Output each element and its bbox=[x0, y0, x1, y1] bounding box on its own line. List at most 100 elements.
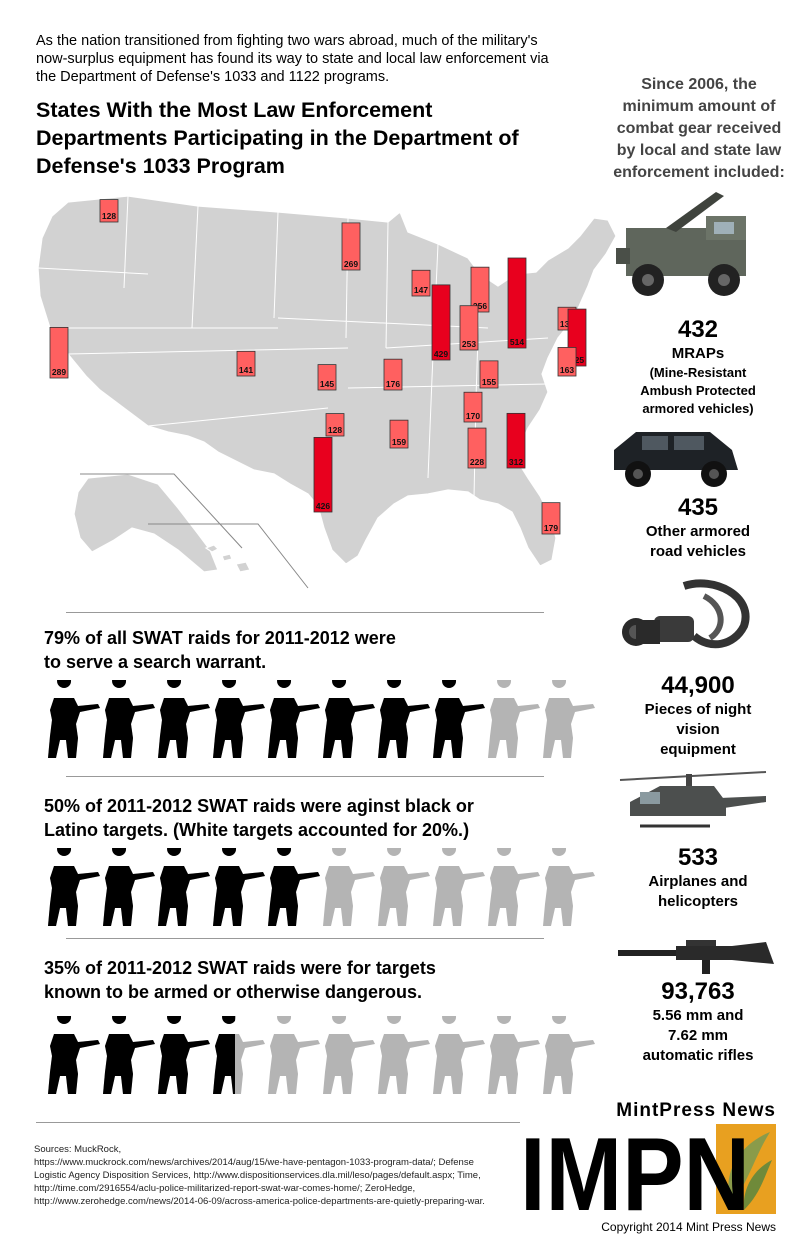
bar-missouri bbox=[383, 358, 403, 391]
bar-tennessee bbox=[463, 391, 483, 423]
bar-label-washington: 128 bbox=[102, 211, 116, 221]
divider bbox=[36, 1122, 520, 1123]
bar-label-florida: 179 bbox=[544, 523, 558, 533]
soldier-icon bbox=[433, 842, 485, 926]
stat-text-minority-targets: 50% of 2011-2012 SWAT raids were aginst … bbox=[44, 796, 474, 840]
soldier-icon bbox=[213, 842, 265, 926]
bar-label-texas: 426 bbox=[316, 501, 330, 511]
inset-lines bbox=[80, 473, 309, 589]
gear-label: Airplanes and helicopters bbox=[648, 873, 748, 910]
bar-colorado bbox=[236, 350, 256, 377]
gear-label: MRAPs bbox=[671, 345, 725, 362]
soldier-icon bbox=[268, 1010, 320, 1094]
gear-number: 93,763 bbox=[661, 978, 735, 1005]
gear-label: 5.56 mm and 7.62 mm automatic rifles bbox=[642, 1007, 754, 1064]
gear-label: Other armored road vehicles bbox=[645, 523, 751, 560]
soldier-icon bbox=[158, 674, 210, 758]
gear-item-mrap: 432 MRAPs (Mine-Resistant Ambush Protect… bbox=[600, 316, 796, 418]
bar-label-oklahoma: 128 bbox=[328, 425, 342, 435]
bar-label-indiana: 253 bbox=[462, 339, 476, 349]
stat-text-search-warrant: 79% of all SWAT raids for 2011-2012 were… bbox=[44, 628, 396, 672]
bar-texas bbox=[313, 437, 333, 513]
soldier-icon bbox=[378, 1010, 430, 1094]
soldier-icon bbox=[103, 1010, 155, 1094]
bar-label-tennessee: 170 bbox=[466, 411, 480, 421]
soldier-icon bbox=[213, 674, 265, 758]
bar-florida bbox=[541, 502, 561, 535]
soldier-icon bbox=[323, 842, 375, 926]
soldier-icon bbox=[378, 842, 430, 926]
gear-detail: (Mine-Resistant Ambush Protected armored… bbox=[640, 365, 756, 416]
gear-item-night-vision: 44,900 Pieces of night vision equipment bbox=[600, 672, 796, 760]
bar-label-kansas: 145 bbox=[320, 379, 334, 389]
soldier-icon bbox=[433, 1010, 485, 1094]
brand-name: MintPress News bbox=[616, 1100, 776, 1121]
soldier-icon bbox=[48, 1010, 100, 1094]
bar-indiana bbox=[459, 305, 479, 351]
bar-kansas bbox=[317, 364, 337, 391]
mintpress-logo: IMPN bbox=[520, 1124, 776, 1214]
soldier-icon bbox=[48, 674, 100, 758]
soldier-icon bbox=[103, 674, 155, 758]
bar-label-illinois: 429 bbox=[434, 349, 448, 359]
bar-label-virginia: 325 bbox=[570, 355, 584, 365]
gear-item-rifles: 93,763 5.56 mm and 7.62 mm automatic rif… bbox=[600, 978, 796, 1066]
bar-label-california: 289 bbox=[52, 367, 66, 377]
mrap-icon bbox=[616, 192, 746, 296]
divider bbox=[66, 776, 544, 777]
soldier-row-minority-targets bbox=[40, 842, 600, 928]
bar-wisconsin bbox=[411, 269, 431, 297]
soldier-icon bbox=[543, 1010, 595, 1094]
bar-label-new-york: 130 bbox=[560, 319, 574, 329]
sources-text: Sources: MuckRock, https://www.muckrock.… bbox=[34, 1144, 485, 1207]
bar-california bbox=[49, 326, 69, 379]
bar-label-georgia: 312 bbox=[509, 457, 523, 467]
gear-item-armored: 435 Other armored road vehicles bbox=[600, 494, 796, 562]
gear-title: Since 2006, the minimum amount of combat… bbox=[613, 76, 785, 181]
soldier-icon bbox=[158, 842, 210, 926]
divider bbox=[66, 938, 544, 939]
stat-text-armed-targets: 35% of 2011-2012 SWAT raids were for tar… bbox=[44, 958, 436, 1002]
gear-number: 533 bbox=[677, 844, 719, 871]
soldier-icon bbox=[323, 1010, 375, 1094]
soldier-icon bbox=[158, 1010, 210, 1094]
divider bbox=[66, 612, 544, 613]
bar-kentucky bbox=[479, 360, 499, 389]
bar-alabama bbox=[467, 427, 487, 469]
bar-georgia bbox=[506, 412, 526, 469]
soldier-icon bbox=[378, 674, 430, 758]
us-map-chart: 128 269 147 256 429 253 514 130 289 141 145 176 155 3… bbox=[37, 195, 617, 589]
bar-washington bbox=[99, 199, 119, 223]
soldier-icon bbox=[213, 1010, 265, 1094]
soldier-icon bbox=[268, 674, 320, 758]
soldier-icon bbox=[543, 674, 595, 758]
bar-minnesota bbox=[341, 222, 361, 271]
helicopter-icon bbox=[619, 771, 767, 828]
copyright-text: Copyright 2014 Mint Press News bbox=[601, 1220, 776, 1234]
map-title: States With the Most Law Enforcement Dep… bbox=[36, 98, 519, 178]
bar-label-minnesota: 269 bbox=[344, 259, 358, 269]
bar-label-alabama: 228 bbox=[470, 457, 484, 467]
bar-label-wisconsin: 147 bbox=[414, 285, 428, 295]
soldier-icon bbox=[48, 842, 100, 926]
logo-text: IMPN bbox=[520, 1124, 750, 1214]
bar-illinois bbox=[431, 284, 451, 361]
bar-label-arkansas: 159 bbox=[392, 437, 406, 447]
gear-number: 435 bbox=[677, 494, 719, 521]
bar-label-ohio: 514 bbox=[510, 337, 524, 347]
bar-label-michigan: 256 bbox=[473, 301, 487, 311]
bar-arkansas bbox=[389, 419, 409, 449]
soldier-icon bbox=[268, 842, 320, 926]
bar-label-missouri: 176 bbox=[386, 379, 400, 389]
gear-number: 432 bbox=[677, 316, 719, 343]
soldier-icon bbox=[323, 674, 375, 758]
armored-vehicle-icon bbox=[614, 432, 738, 487]
intro-text: As the nation transitioned from fighting… bbox=[36, 33, 549, 85]
soldier-icon bbox=[488, 674, 540, 758]
soldier-icon bbox=[433, 674, 485, 758]
soldier-icon bbox=[488, 842, 540, 926]
soldier-icon bbox=[103, 842, 155, 926]
bar-ohio bbox=[507, 257, 527, 349]
bar-north-carolina bbox=[557, 347, 577, 377]
bar-label-kentucky: 155 bbox=[482, 377, 496, 387]
